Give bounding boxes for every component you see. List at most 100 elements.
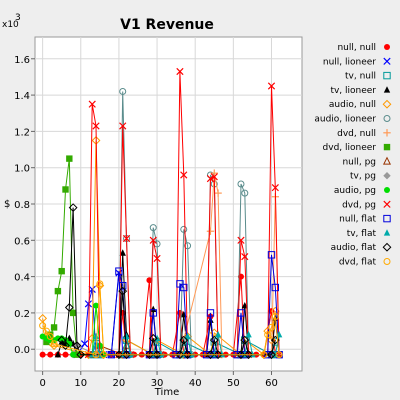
data-point	[183, 350, 192, 360]
data-point	[148, 333, 158, 343]
data-point	[153, 254, 161, 263]
data-point	[275, 351, 283, 359]
legend-marker	[383, 115, 391, 122]
data-point	[206, 350, 215, 360]
legend-marker	[382, 242, 392, 252]
data-point	[64, 303, 74, 312]
y-tick-label: 0.8	[14, 200, 30, 211]
data-point	[92, 351, 100, 359]
series-dvd-flat	[39, 280, 283, 359]
data-point	[206, 174, 215, 183]
data-point	[210, 173, 218, 181]
series-layer	[38, 67, 283, 360]
legend-marker	[383, 172, 391, 180]
data-point	[267, 323, 275, 331]
legend-item-audio-null: audio, null	[329, 99, 392, 110]
data-point	[175, 350, 185, 360]
data-point	[88, 100, 96, 108]
x-tick-label: 20	[113, 378, 126, 389]
y-tick-label: 0.4	[14, 273, 30, 284]
legend-item-null-null: null, null	[337, 43, 390, 53]
y-tick-label: 1.6	[14, 55, 30, 66]
data-point	[180, 225, 188, 233]
legend-item-tv-pg: tv, pg	[350, 172, 391, 182]
y-tick-label: 0.6	[14, 236, 30, 247]
legend-label: null, lioneer	[323, 57, 376, 67]
data-point	[115, 267, 123, 275]
grid-lines	[35, 37, 302, 371]
y-multiplier-exponent: 3	[15, 13, 21, 23]
legend-marker	[383, 200, 391, 208]
data-point	[119, 122, 127, 130]
legend-item-tv-null: tv, null	[345, 71, 391, 82]
data-point	[123, 332, 130, 340]
data-point	[237, 236, 245, 244]
data-point	[70, 351, 77, 358]
legend-label: null, pg	[342, 157, 376, 167]
data-point	[62, 186, 69, 193]
data-point	[46, 333, 54, 341]
data-point	[58, 267, 65, 275]
legend-marker	[383, 71, 391, 80]
data-point	[149, 236, 157, 244]
x-tick-label: 50	[227, 378, 240, 389]
data-point	[237, 309, 245, 317]
legend-marker	[382, 99, 392, 109]
data-point	[88, 285, 96, 293]
data-point	[184, 242, 192, 250]
data-point	[84, 300, 93, 308]
data-point	[62, 351, 69, 358]
y-tick-label: 0.0	[14, 345, 30, 356]
data-point	[214, 189, 222, 197]
series-dvd-null	[176, 169, 283, 359]
series-audio-pg	[39, 302, 107, 358]
legend-label: null, flat	[339, 215, 376, 225]
legend-marker	[382, 156, 392, 165]
data-point	[92, 122, 100, 130]
data-point	[152, 335, 162, 345]
data-point	[39, 322, 47, 330]
data-point	[214, 330, 222, 338]
series-line	[179, 173, 280, 356]
series-line	[87, 71, 280, 356]
legend-marker	[383, 143, 391, 151]
data-point	[54, 287, 62, 295]
legend-item-dvd-pg: dvd, pg	[342, 200, 391, 210]
data-point	[213, 350, 223, 360]
data-point	[47, 351, 54, 358]
legend-label: dvd, flat	[339, 258, 377, 268]
legend-label: tv, flat	[347, 229, 377, 239]
legend-item-null-flat: null, flat	[339, 215, 391, 225]
data-point	[68, 203, 78, 213]
chart-title: V1 Revenue	[120, 17, 214, 33]
data-point	[176, 67, 184, 76]
y-tick-label: 1.2	[14, 127, 30, 138]
data-point	[180, 171, 188, 179]
data-point	[271, 283, 280, 292]
data-point	[207, 316, 214, 323]
y-multiplier-label: x10	[2, 20, 19, 30]
data-point	[66, 340, 73, 347]
legend-label: tv, pg	[350, 172, 376, 182]
data-point	[179, 335, 189, 345]
legend-marker	[383, 129, 391, 137]
data-point	[50, 340, 58, 348]
data-point	[267, 82, 276, 90]
legend-marker	[383, 86, 391, 93]
data-point	[114, 350, 124, 360]
legend-item-null-pg: null, pg	[342, 156, 392, 167]
data-point	[50, 324, 58, 331]
legend-label: audio, null	[329, 100, 376, 110]
legend-item-audio-lioneer: audio, lioneer	[314, 115, 391, 125]
legend-item-dvd-lioneer: dvd, lioneer	[323, 143, 391, 153]
legend-item-tv-lioneer: tv, lioneer	[330, 86, 391, 96]
data-point	[96, 350, 104, 358]
data-point	[149, 224, 157, 232]
data-point	[39, 351, 46, 358]
series-line	[72, 344, 101, 356]
data-point	[271, 313, 279, 321]
data-point	[54, 350, 62, 358]
data-point	[245, 330, 252, 338]
data-point	[184, 332, 191, 340]
data-point	[76, 350, 86, 360]
